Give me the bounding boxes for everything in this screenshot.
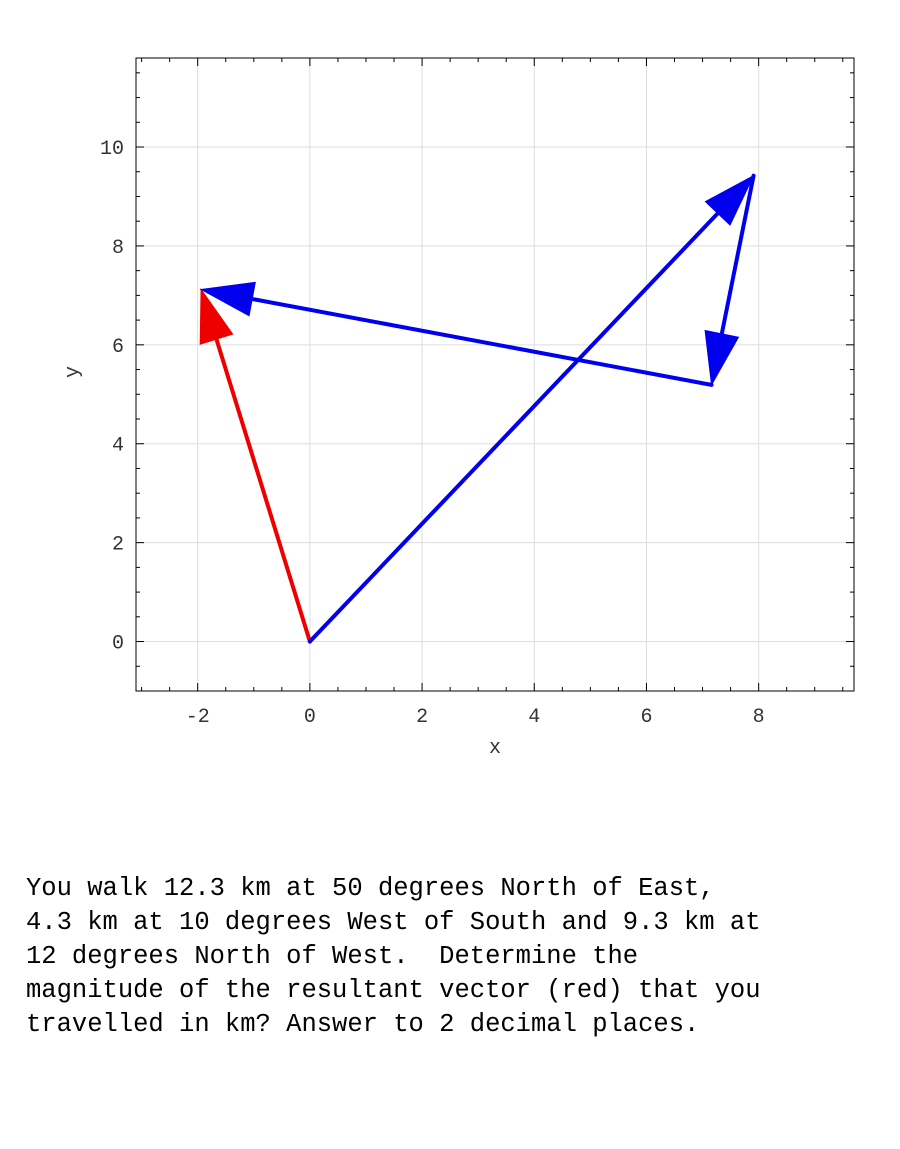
x-tick-label: 6: [640, 706, 652, 729]
x-tick-labels: -2 0 2 4 6 8: [186, 706, 765, 729]
x-tick-label: 2: [416, 706, 428, 729]
y-tick-label: 8: [112, 237, 124, 260]
x-tick-label: -2: [186, 706, 210, 729]
vector-shaft: [307, 207, 724, 644]
vector-shaft: [244, 295, 714, 387]
minor-ticks: [136, 58, 854, 692]
y-tick-label: 6: [112, 336, 124, 359]
y-tick-labels: 0 2 4 6 8 10: [100, 138, 124, 656]
grid-lines: [136, 58, 854, 691]
vector-arrowhead: [199, 281, 256, 317]
x-axis-label: x: [489, 737, 501, 760]
y-tick-label: 4: [112, 435, 124, 458]
resultant-vector-arrowhead: [199, 287, 234, 345]
vector-chart: -2 0 2 4 6 8 0 2 4 6 8 10 x y: [62, 57, 855, 760]
x-tick-label: 0: [304, 706, 316, 729]
vector-2: [704, 173, 756, 387]
vector-3: [199, 281, 714, 387]
y-axis-label: y: [62, 366, 85, 378]
y-tick-label: 2: [112, 534, 124, 557]
plot-frame: [135, 57, 855, 692]
vector-shaft: [718, 173, 756, 342]
vector-arrowhead: [704, 174, 755, 226]
y-tick-label: 0: [112, 633, 124, 656]
question-text: You walk 12.3 km at 50 degrees North of …: [26, 874, 761, 1039]
vector-1: [307, 174, 755, 644]
vectors: [199, 173, 756, 644]
x-tick-label: 4: [528, 706, 540, 729]
y-tick-label: 10: [100, 138, 124, 161]
x-tick-label: 8: [753, 706, 765, 729]
resultant-vector-shaft: [212, 331, 312, 644]
resultant-vector: [199, 287, 312, 644]
vector-arrowhead: [704, 329, 740, 387]
